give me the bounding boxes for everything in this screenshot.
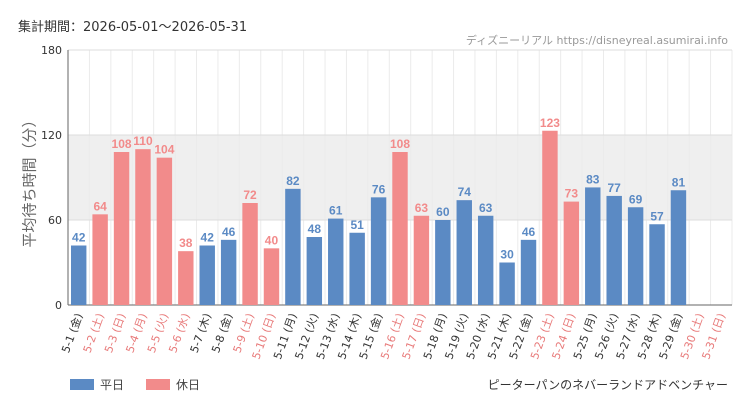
attraction-name: ピーターパンのネバーランドアドベンチャー: [487, 378, 728, 392]
bar-value-label: 69: [629, 192, 643, 206]
bar: [499, 262, 515, 305]
bar-value-label: 51: [350, 218, 364, 232]
bar-value-label: 48: [308, 222, 322, 236]
bar-value-label: 72: [243, 188, 257, 202]
bar: [542, 130, 558, 305]
y-tick-label: 120: [41, 129, 62, 142]
bar: [370, 197, 387, 305]
bar: [649, 224, 665, 305]
bar-value-label: 83: [586, 172, 600, 186]
bar: [199, 245, 215, 305]
legend-swatch-holiday: [146, 379, 171, 390]
bar: [306, 237, 323, 305]
y-tick-label: 180: [41, 44, 62, 57]
bar: [328, 218, 344, 305]
bar-value-label: 30: [500, 248, 514, 262]
bar: [477, 215, 494, 305]
legend-item-weekday: 平日: [70, 376, 124, 393]
legend-label-weekday: 平日: [100, 378, 125, 392]
bar-value-label: 110: [133, 134, 153, 148]
period-label: 集計期間：2026-05-01〜2026-05-31: [18, 20, 248, 35]
bar-value-label: 42: [72, 231, 86, 245]
bar: [220, 239, 237, 305]
bar-value-label: 64: [93, 199, 107, 213]
bar-value-label: 77: [608, 181, 622, 195]
bar-value-label: 57: [650, 209, 664, 223]
bar-value-label: 46: [522, 225, 536, 239]
bar-value-label: 42: [201, 231, 215, 245]
bar-value-label: 60: [436, 205, 450, 219]
bar-value-label: 82: [286, 174, 300, 188]
legend-label-holiday: 休日: [176, 378, 201, 392]
y-tick-label: 0: [55, 299, 62, 312]
bar-value-label: 108: [390, 137, 410, 151]
bar-value-label: 104: [154, 143, 174, 157]
bar-value-label: 63: [479, 201, 493, 215]
bar-value-label: 81: [672, 175, 686, 189]
bar: [263, 248, 280, 305]
bar: [178, 251, 194, 305]
bar: [606, 195, 622, 305]
bar: [627, 207, 644, 305]
legend-swatch-weekday: [70, 379, 94, 390]
y-tick-label: 60: [48, 214, 62, 227]
bar-value-label: 73: [565, 187, 579, 201]
bar: [156, 157, 173, 305]
bar-value-label: 63: [415, 201, 429, 215]
bar: [113, 152, 130, 305]
bar-value-label: 76: [372, 182, 386, 196]
bar: [456, 200, 472, 305]
legend-item-holiday: 休日: [146, 376, 200, 393]
bar: [670, 190, 687, 305]
source-credit: ディズニーリアル https://disneyreal.asumirai.inf…: [465, 34, 728, 47]
bar-value-label: 108: [112, 137, 132, 151]
bar: [70, 245, 87, 305]
bar: [520, 239, 537, 305]
bar-value-label: 38: [179, 236, 193, 250]
bar: [92, 214, 108, 305]
bar-value-label: 74: [458, 185, 472, 199]
bar-value-label: 46: [222, 225, 236, 239]
bar: [585, 187, 601, 305]
bar: [392, 152, 408, 305]
bar: [242, 203, 258, 305]
bar-value-label: 40: [265, 233, 279, 247]
bar: [135, 149, 151, 305]
bar-value-label: 123: [540, 116, 560, 130]
bar-value-label: 61: [329, 204, 343, 218]
bar: [349, 232, 365, 305]
bar: [413, 215, 430, 305]
bar: [435, 220, 451, 305]
bar: [285, 188, 301, 305]
bar: [563, 201, 580, 305]
legend: 平日 休日: [70, 376, 200, 393]
